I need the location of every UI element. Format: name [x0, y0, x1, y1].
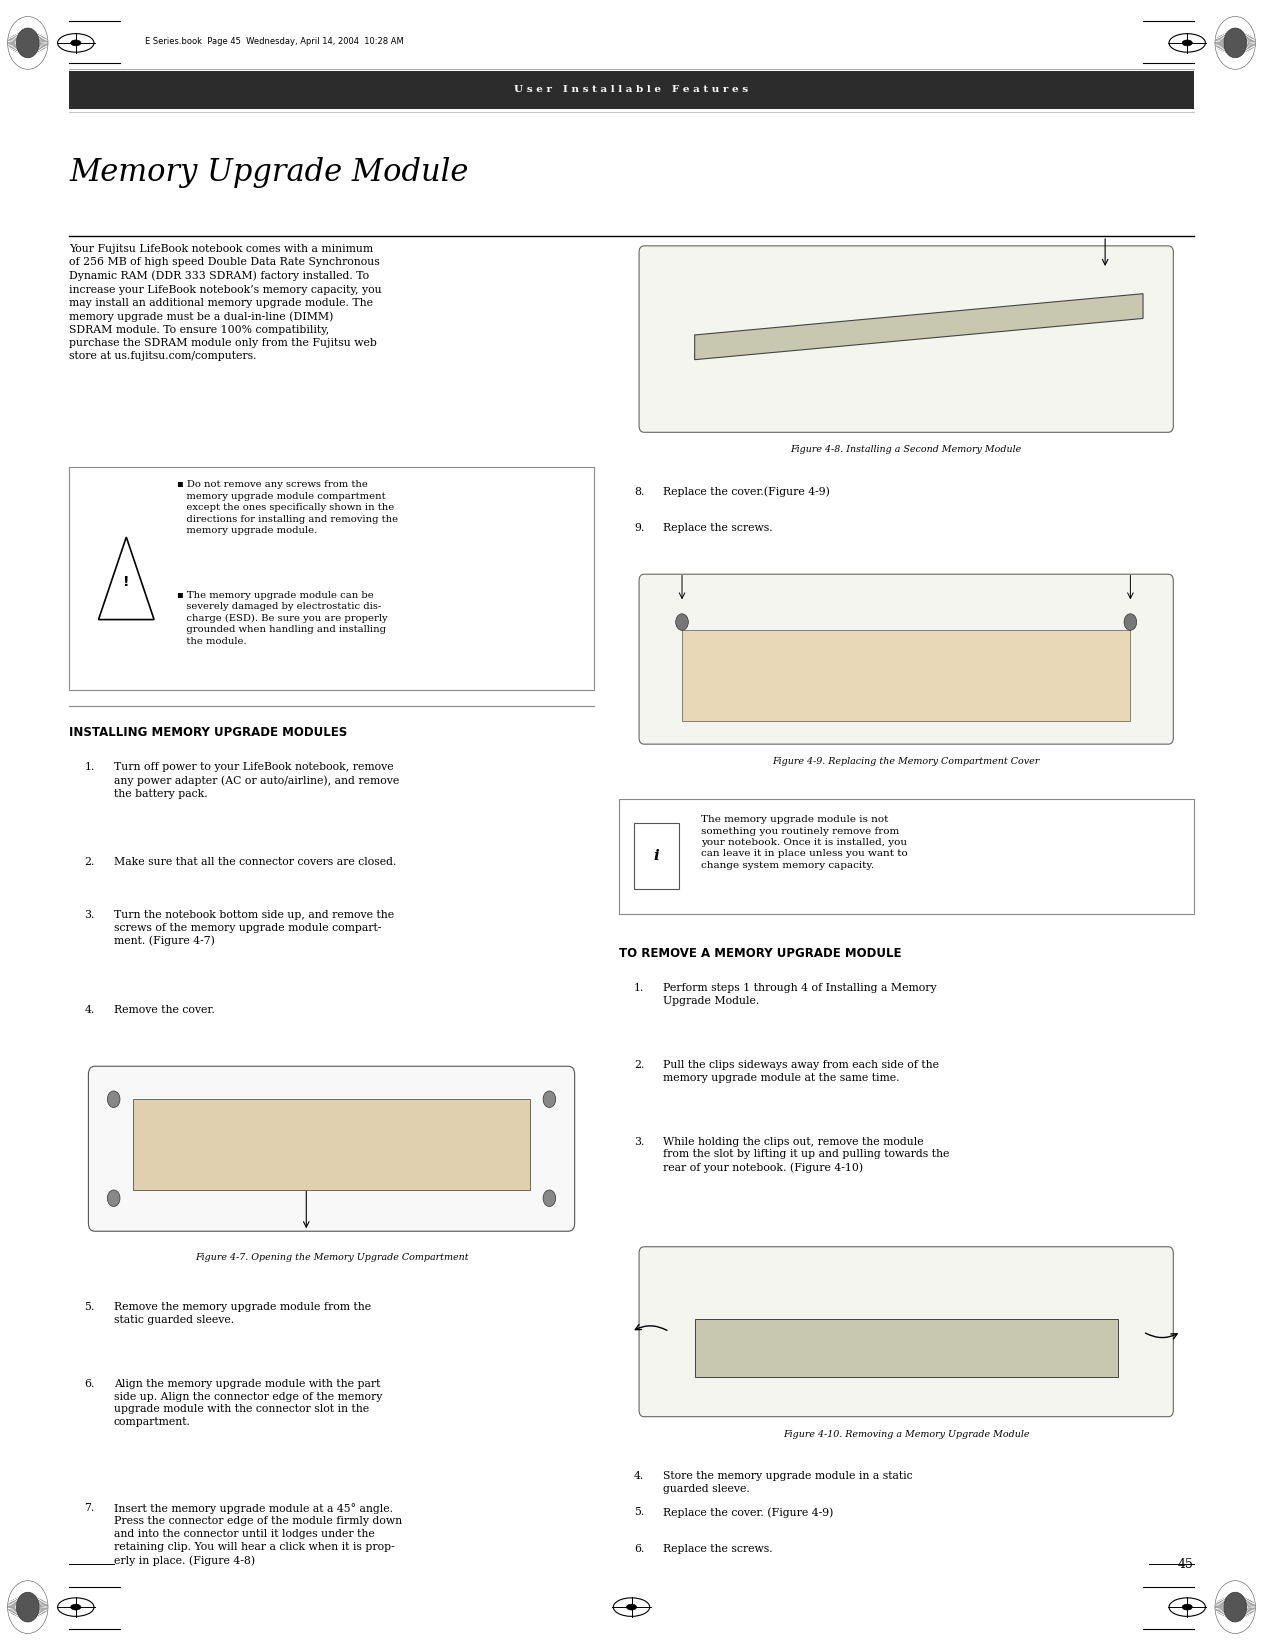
- Text: While holding the clips out, remove the module
from the slot by lifting it up an: While holding the clips out, remove the …: [663, 1137, 950, 1173]
- FancyBboxPatch shape: [69, 467, 594, 690]
- Text: 2.: 2.: [634, 1059, 644, 1069]
- Text: 6.: 6.: [85, 1379, 95, 1389]
- Text: TO REMOVE A MEMORY UPGRADE MODULE: TO REMOVE A MEMORY UPGRADE MODULE: [619, 947, 902, 960]
- Text: 3.: 3.: [634, 1137, 644, 1147]
- Text: 1.: 1.: [634, 983, 644, 993]
- FancyBboxPatch shape: [639, 1247, 1173, 1417]
- Text: Turn off power to your LifeBook notebook, remove
any power adapter (AC or auto/a: Turn off power to your LifeBook notebook…: [114, 762, 399, 799]
- Circle shape: [543, 1190, 556, 1206]
- FancyBboxPatch shape: [682, 630, 1130, 721]
- Circle shape: [1124, 614, 1137, 630]
- Circle shape: [16, 1592, 39, 1622]
- Text: E Series.book  Page 45  Wednesday, April 14, 2004  10:28 AM: E Series.book Page 45 Wednesday, April 1…: [145, 36, 404, 46]
- Text: Figure 4-8. Installing a Second Memory Module: Figure 4-8. Installing a Second Memory M…: [791, 446, 1022, 454]
- Ellipse shape: [71, 40, 81, 46]
- Text: Store the memory upgrade module in a static
guarded sleeve.: Store the memory upgrade module in a sta…: [663, 1472, 913, 1493]
- Text: 45: 45: [1177, 1558, 1194, 1571]
- FancyBboxPatch shape: [639, 246, 1173, 432]
- FancyBboxPatch shape: [619, 799, 1194, 914]
- Polygon shape: [695, 294, 1143, 360]
- FancyBboxPatch shape: [88, 1066, 575, 1231]
- Text: Your Fujitsu LifeBook notebook comes with a minimum
of 256 MB of high speed Doub: Your Fujitsu LifeBook notebook comes wit…: [69, 244, 383, 361]
- Text: i: i: [654, 850, 659, 863]
- Text: 8.: 8.: [634, 487, 644, 497]
- Text: !: !: [123, 574, 130, 589]
- Text: Memory Upgrade Module: Memory Upgrade Module: [69, 157, 469, 188]
- Text: Figure 4-10. Removing a Memory Upgrade Module: Figure 4-10. Removing a Memory Upgrade M…: [783, 1431, 1029, 1439]
- Text: Insert the memory upgrade module at a 45° angle.
Press the connector edge of the: Insert the memory upgrade module at a 45…: [114, 1503, 402, 1566]
- Circle shape: [676, 614, 688, 630]
- Circle shape: [16, 28, 39, 58]
- Text: Replace the cover. (Figure 4-9): Replace the cover. (Figure 4-9): [663, 1508, 834, 1518]
- Text: 2.: 2.: [85, 858, 95, 868]
- Text: 7.: 7.: [85, 1503, 95, 1513]
- Text: Replace the screws.: Replace the screws.: [663, 1544, 773, 1554]
- Text: ▪ Do not remove any screws from the
   memory upgrade module compartment
   exce: ▪ Do not remove any screws from the memo…: [177, 480, 398, 535]
- Circle shape: [107, 1091, 120, 1107]
- Text: The memory upgrade module is not
something you routinely remove from
your notebo: The memory upgrade module is not somethi…: [701, 815, 908, 870]
- Text: Replace the cover.(Figure 4-9): Replace the cover.(Figure 4-9): [663, 487, 830, 497]
- Circle shape: [107, 1190, 120, 1206]
- Circle shape: [1224, 28, 1247, 58]
- FancyBboxPatch shape: [634, 823, 679, 889]
- Text: Align the memory upgrade module with the part
side up. Align the connector edge : Align the memory upgrade module with the…: [114, 1379, 381, 1427]
- Text: Turn the notebook bottom side up, and remove the
screws of the memory upgrade mo: Turn the notebook bottom side up, and re…: [114, 911, 394, 947]
- Text: Pull the clips sideways away from each side of the
memory upgrade module at the : Pull the clips sideways away from each s…: [663, 1059, 940, 1082]
- Text: 4.: 4.: [634, 1472, 644, 1482]
- FancyBboxPatch shape: [133, 1099, 530, 1190]
- Text: U s e r   I n s t a l l a b l e   F e a t u r e s: U s e r I n s t a l l a b l e F e a t u …: [514, 86, 749, 94]
- Text: 5.: 5.: [634, 1508, 644, 1518]
- Ellipse shape: [626, 1604, 637, 1610]
- Text: Figure 4-7. Opening the Memory Upgrade Compartment: Figure 4-7. Opening the Memory Upgrade C…: [195, 1252, 469, 1262]
- Text: 6.: 6.: [634, 1544, 644, 1554]
- Ellipse shape: [1182, 40, 1192, 46]
- Text: 9.: 9.: [634, 523, 644, 533]
- Text: 4.: 4.: [85, 1005, 95, 1015]
- Circle shape: [543, 1091, 556, 1107]
- Text: 5.: 5.: [85, 1302, 95, 1312]
- Text: Make sure that all the connector covers are closed.: Make sure that all the connector covers …: [114, 858, 397, 868]
- Text: Replace the screws.: Replace the screws.: [663, 523, 773, 533]
- Text: Figure 4-9. Replacing the Memory Compartment Cover: Figure 4-9. Replacing the Memory Compart…: [773, 757, 1039, 766]
- FancyBboxPatch shape: [695, 1320, 1118, 1378]
- Circle shape: [1224, 1592, 1247, 1622]
- Text: ▪ The memory upgrade module can be
   severely damaged by electrostatic dis-
   : ▪ The memory upgrade module can be sever…: [177, 591, 388, 645]
- FancyBboxPatch shape: [639, 574, 1173, 744]
- Text: Perform steps 1 through 4 of Installing a Memory
Upgrade Module.: Perform steps 1 through 4 of Installing …: [663, 983, 937, 1006]
- Text: INSTALLING MEMORY UPGRADE MODULES: INSTALLING MEMORY UPGRADE MODULES: [69, 726, 347, 739]
- Text: 3.: 3.: [85, 911, 95, 921]
- FancyBboxPatch shape: [69, 71, 1194, 109]
- Text: Remove the cover.: Remove the cover.: [114, 1005, 215, 1015]
- Text: 1.: 1.: [85, 762, 95, 772]
- Ellipse shape: [1182, 1604, 1192, 1610]
- Text: Remove the memory upgrade module from the
static guarded sleeve.: Remove the memory upgrade module from th…: [114, 1302, 371, 1325]
- Ellipse shape: [71, 1604, 81, 1610]
